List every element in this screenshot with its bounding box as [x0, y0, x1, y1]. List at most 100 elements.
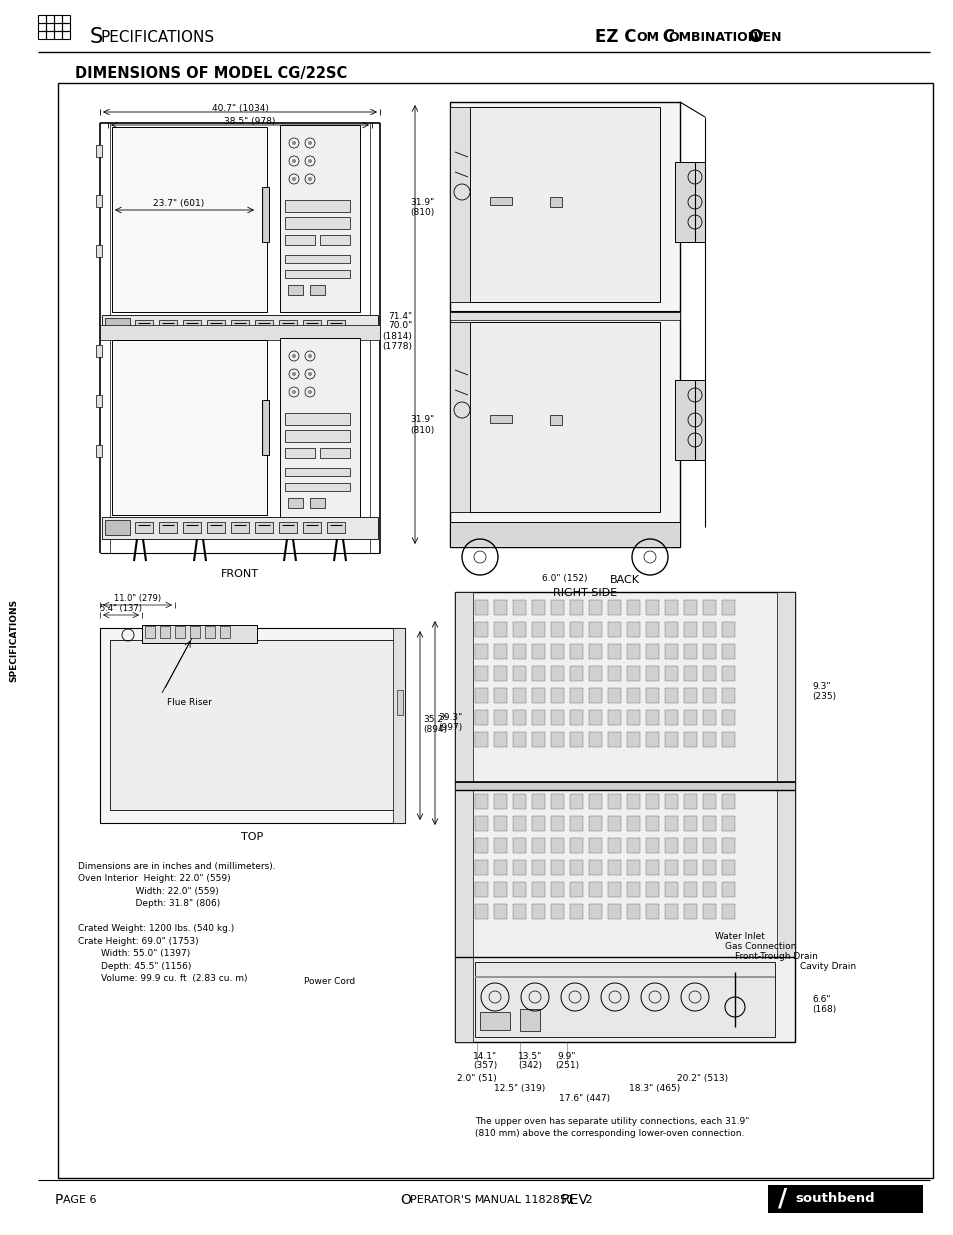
- Bar: [588, 794, 601, 809]
- Text: (251): (251): [555, 1062, 578, 1071]
- Bar: [569, 839, 582, 853]
- Bar: [160, 626, 170, 638]
- Bar: [254, 320, 273, 331]
- Bar: [145, 626, 154, 638]
- Bar: [607, 666, 620, 680]
- Text: 9.9": 9.9": [558, 1052, 576, 1062]
- Bar: [551, 666, 563, 680]
- Bar: [207, 320, 225, 331]
- Circle shape: [308, 141, 312, 144]
- Bar: [494, 904, 506, 919]
- Bar: [683, 643, 697, 659]
- Bar: [532, 666, 544, 680]
- Bar: [645, 732, 659, 747]
- Bar: [551, 860, 563, 876]
- Bar: [319, 448, 350, 458]
- Bar: [532, 622, 544, 637]
- Text: (357): (357): [473, 1062, 497, 1071]
- Bar: [470, 322, 659, 513]
- Bar: [569, 643, 582, 659]
- Bar: [702, 794, 716, 809]
- Bar: [475, 600, 488, 615]
- Bar: [626, 666, 639, 680]
- Bar: [683, 794, 697, 809]
- Bar: [626, 839, 639, 853]
- Bar: [513, 688, 525, 703]
- Bar: [455, 782, 794, 790]
- Text: 23.7" (601): 23.7" (601): [153, 199, 204, 207]
- Bar: [675, 162, 704, 242]
- Bar: [551, 794, 563, 809]
- Bar: [683, 600, 697, 615]
- Bar: [513, 710, 525, 725]
- Text: TOP: TOP: [240, 832, 263, 842]
- Bar: [702, 860, 716, 876]
- Circle shape: [308, 372, 312, 375]
- Bar: [494, 839, 506, 853]
- Text: 12.5" (319): 12.5" (319): [494, 1084, 545, 1093]
- Bar: [664, 839, 678, 853]
- Bar: [135, 522, 152, 534]
- Bar: [532, 816, 544, 831]
- Bar: [607, 839, 620, 853]
- Bar: [96, 144, 102, 157]
- Text: 11.0" (279): 11.0" (279): [114, 594, 161, 604]
- Circle shape: [292, 354, 295, 358]
- Text: (810): (810): [411, 426, 435, 435]
- Bar: [702, 816, 716, 831]
- Text: 20.2" (513): 20.2" (513): [677, 1074, 728, 1083]
- Text: 39.3": 39.3": [437, 714, 462, 722]
- Bar: [142, 625, 256, 643]
- Bar: [551, 839, 563, 853]
- Bar: [513, 816, 525, 831]
- Bar: [513, 666, 525, 680]
- Bar: [551, 710, 563, 725]
- Text: VEN: VEN: [753, 31, 781, 43]
- Bar: [702, 600, 716, 615]
- Bar: [607, 732, 620, 747]
- Bar: [100, 325, 379, 340]
- Bar: [532, 839, 544, 853]
- Bar: [494, 710, 506, 725]
- Bar: [54, 31, 62, 40]
- Text: (810): (810): [411, 207, 435, 216]
- Bar: [159, 320, 177, 331]
- Bar: [702, 904, 716, 919]
- Bar: [721, 600, 734, 615]
- Bar: [532, 710, 544, 725]
- Bar: [550, 198, 561, 207]
- Bar: [569, 600, 582, 615]
- Bar: [490, 415, 512, 424]
- Bar: [96, 245, 102, 257]
- Bar: [38, 23, 46, 31]
- Bar: [285, 412, 350, 425]
- Bar: [285, 235, 314, 245]
- Bar: [310, 285, 325, 295]
- Bar: [767, 1186, 923, 1213]
- Text: /: /: [778, 1187, 786, 1212]
- Bar: [450, 312, 679, 320]
- Bar: [231, 320, 249, 331]
- Bar: [588, 882, 601, 897]
- Text: S: S: [90, 27, 103, 47]
- Bar: [645, 688, 659, 703]
- Bar: [262, 186, 269, 242]
- Bar: [475, 860, 488, 876]
- Bar: [683, 710, 697, 725]
- Bar: [702, 622, 716, 637]
- Bar: [664, 622, 678, 637]
- Bar: [626, 643, 639, 659]
- Text: BACK: BACK: [609, 576, 639, 585]
- Bar: [551, 643, 563, 659]
- Bar: [450, 107, 470, 303]
- Bar: [475, 962, 774, 1037]
- Bar: [110, 640, 395, 810]
- Circle shape: [308, 177, 312, 182]
- Bar: [105, 520, 130, 535]
- Bar: [513, 732, 525, 747]
- Text: DIMENSIONS OF MODEL CG/22SC: DIMENSIONS OF MODEL CG/22SC: [75, 65, 347, 80]
- Text: OMBINATION: OMBINATION: [667, 31, 758, 43]
- Text: (1778): (1778): [381, 342, 412, 351]
- Bar: [607, 710, 620, 725]
- Bar: [664, 794, 678, 809]
